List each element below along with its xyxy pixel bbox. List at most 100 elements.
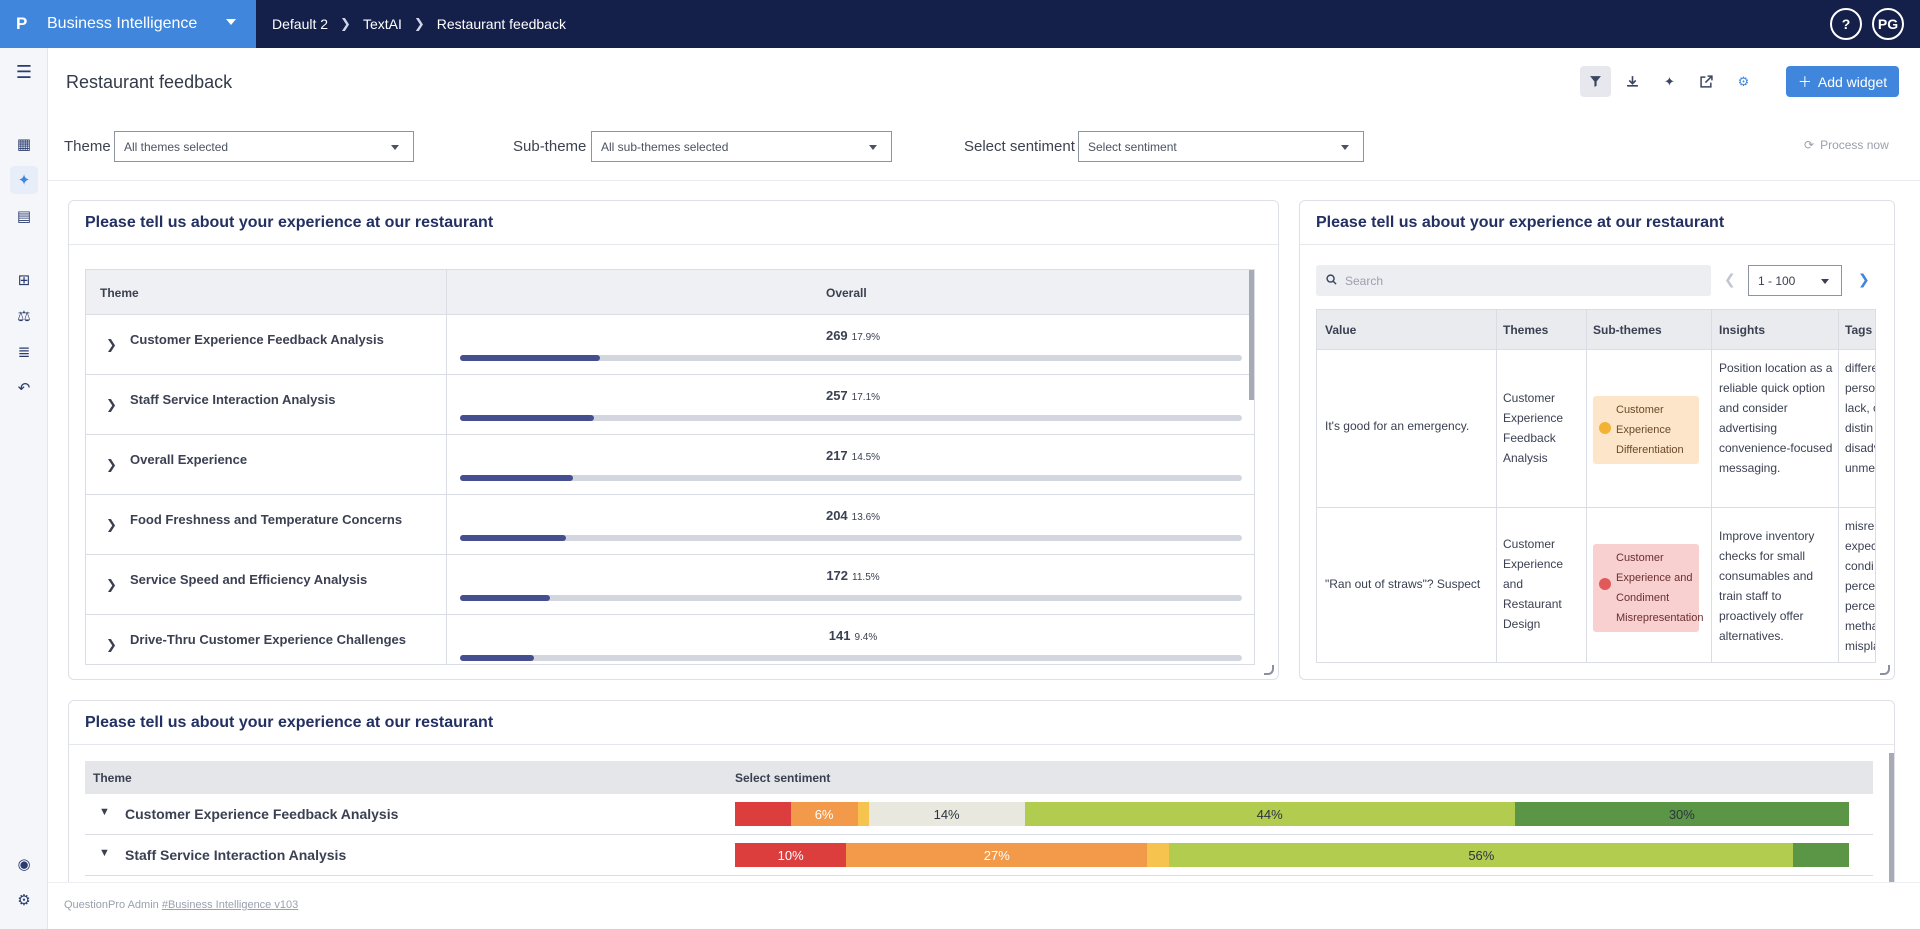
chevron-right-icon[interactable]: ❯ bbox=[106, 337, 117, 352]
sentiment-segment-positive[interactable]: 56% bbox=[1169, 843, 1794, 867]
compare-icon[interactable]: ⚖ bbox=[17, 308, 31, 325]
search-input[interactable]: Search bbox=[1316, 265, 1711, 296]
scrollbar[interactable] bbox=[1889, 753, 1894, 899]
sentiment-segment-very-positive[interactable] bbox=[1793, 843, 1849, 867]
response-theme: Customer Experience Feedback Analysis bbox=[1503, 391, 1564, 465]
chevron-right-icon[interactable]: ❯ bbox=[106, 457, 117, 472]
sentiment-bar: 6% 14% 44% 30% bbox=[735, 802, 1849, 826]
sentiment-segment-very-positive[interactable]: 30% bbox=[1514, 802, 1849, 826]
sentiment-segment-neutral[interactable]: 14% bbox=[868, 802, 1025, 826]
settings-icon[interactable]: ⚙ bbox=[17, 892, 31, 909]
widget-title: Please tell us about your experience at … bbox=[85, 214, 494, 231]
chevron-down-icon[interactable]: ▼ bbox=[99, 806, 110, 818]
breadcrumb-item[interactable]: Default 2 bbox=[272, 16, 329, 32]
report-icon[interactable]: ▤ bbox=[16, 208, 32, 225]
theme-select[interactable]: All themes selected bbox=[114, 131, 414, 162]
column-divider bbox=[1838, 310, 1839, 662]
percent-value: 9.4% bbox=[854, 632, 878, 643]
dashboard-icon[interactable]: ▦ bbox=[16, 136, 32, 153]
list-icon[interactable]: ≣ bbox=[17, 344, 31, 361]
table-row[interactable]: "Ran out of straws"? Suspect Customer Ex… bbox=[1317, 507, 1875, 662]
page-title: Restaurant feedback bbox=[66, 72, 233, 92]
sentiment-segment-very-negative[interactable]: 10% bbox=[735, 843, 847, 867]
chevron-down-icon bbox=[869, 145, 877, 150]
column-divider bbox=[446, 270, 447, 664]
chevron-right-icon: ❯ bbox=[413, 16, 425, 31]
chevron-right-icon[interactable]: ❯ bbox=[106, 397, 117, 412]
table-row[interactable]: ▼ Staff Service Interaction Analysis 10% 27… bbox=[85, 835, 1873, 876]
text-ai-icon[interactable]: ✦ bbox=[10, 166, 38, 194]
theme-count: 172 11.5% bbox=[458, 568, 1248, 583]
column-header-subthemes: Sub-themes bbox=[1593, 323, 1662, 337]
account-icon[interactable]: ◉ bbox=[17, 856, 31, 873]
product-switcher[interactable]: P Business Intelligence bbox=[0, 0, 256, 48]
column-header-theme: Theme bbox=[93, 771, 132, 785]
scrollbar[interactable] bbox=[1249, 270, 1254, 400]
sentiment-select[interactable]: Select sentiment bbox=[1078, 131, 1364, 162]
menu-icon[interactable]: ☰ bbox=[15, 61, 33, 82]
subtheme-tag[interactable]: Customer Experience and Condiment Misrep… bbox=[1593, 544, 1703, 632]
table-row[interactable]: ❯ Staff Service Interaction Analysis 257 17… bbox=[86, 375, 1254, 435]
sentiment-filter-label: Select sentiment bbox=[964, 138, 1075, 155]
table-row[interactable]: ❯ Food Freshness and Temperature Concerns… bbox=[86, 495, 1254, 555]
response-insight: Improve inventory checks for small consu… bbox=[1719, 529, 1815, 643]
help-button[interactable]: ? bbox=[1830, 8, 1862, 40]
subtheme-tag[interactable]: Customer Experience Differentiation bbox=[1593, 396, 1699, 464]
table-row[interactable]: It's good for an emergency. Customer Exp… bbox=[1317, 349, 1875, 507]
subtheme-select[interactable]: All sub-themes selected bbox=[591, 131, 892, 162]
sentiment-segment-neutral-warn[interactable] bbox=[1147, 843, 1170, 867]
back-icon[interactable]: ↶ bbox=[17, 380, 31, 397]
sentiment-segment-very-negative[interactable] bbox=[735, 802, 791, 826]
percent-value: 17.1% bbox=[851, 392, 881, 403]
gear-icon[interactable]: ⚙ bbox=[1737, 73, 1750, 89]
breadcrumb-current: Restaurant feedback bbox=[436, 16, 566, 32]
table-row[interactable]: ▼ Customer Experience Feedback Analysis 6%… bbox=[85, 794, 1873, 835]
column-header-themes: Themes bbox=[1503, 323, 1549, 337]
widget-title: Please tell us about your experience at … bbox=[1316, 214, 1725, 231]
chevron-down-icon bbox=[1341, 145, 1349, 150]
count-value: 257 bbox=[825, 388, 848, 403]
theme-count: 269 17.9% bbox=[458, 328, 1248, 343]
table-row[interactable]: ❯ Drive-Thru Customer Experience Challeng… bbox=[86, 615, 1254, 664]
column-header-insights: Insights bbox=[1719, 323, 1766, 337]
version-link[interactable]: #Business Intelligence v103 bbox=[161, 899, 299, 911]
breadcrumb-item[interactable]: TextAI bbox=[362, 16, 402, 32]
theme-label: Food Freshness and Temperature Concerns bbox=[130, 512, 403, 527]
share-icon[interactable] bbox=[1691, 66, 1722, 97]
theme-count: 217 14.5% bbox=[458, 448, 1248, 463]
progress-fill bbox=[460, 595, 550, 601]
resize-handle[interactable] bbox=[1880, 665, 1890, 675]
negative-sentiment-icon bbox=[1599, 578, 1611, 590]
sentiment-segment-neutral-warn[interactable] bbox=[857, 802, 869, 826]
chevron-left-icon[interactable]: ❮ bbox=[1724, 271, 1736, 287]
table-row[interactable]: ❯ Overall Experience 217 14.5% bbox=[86, 435, 1254, 495]
process-now-button[interactable]: ⟳ Process now bbox=[1804, 138, 1889, 152]
page-range-select[interactable]: 1 - 100 bbox=[1748, 265, 1842, 296]
theme-overview-widget: Please tell us about your experience at … bbox=[68, 200, 1279, 680]
download-icon[interactable] bbox=[1617, 66, 1648, 97]
filter-icon[interactable] bbox=[1580, 66, 1611, 97]
refresh-icon: ⟳ bbox=[1804, 138, 1815, 152]
table-row[interactable]: ❯ Customer Experience Feedback Analysis 26… bbox=[86, 315, 1254, 375]
search-placeholder: Search bbox=[1345, 273, 1384, 288]
sentiment-segment-negative[interactable]: 27% bbox=[846, 843, 1148, 867]
chevron-right-icon[interactable]: ❯ bbox=[106, 577, 117, 592]
user-avatar-button[interactable]: PG bbox=[1872, 8, 1904, 40]
sentiment-segment-positive[interactable]: 44% bbox=[1024, 802, 1515, 826]
chevron-right-icon[interactable]: ❯ bbox=[106, 517, 117, 532]
resize-handle[interactable] bbox=[1264, 665, 1274, 675]
table-row[interactable]: ❯ Service Speed and Efficiency Analysis 17… bbox=[86, 555, 1254, 615]
chevron-down-icon[interactable]: ▼ bbox=[99, 847, 110, 859]
chevron-right-icon[interactable]: ❯ bbox=[1858, 271, 1870, 287]
responses-table: Value Themes Sub-themes Insights Tags It… bbox=[1316, 309, 1876, 663]
add-widget-button[interactable]: ＋ Add widget bbox=[1786, 66, 1899, 97]
progress-track bbox=[460, 535, 1242, 541]
data-sources-icon[interactable]: ⊞ bbox=[17, 272, 31, 289]
ai-sparkle-icon[interactable]: ✦ bbox=[1664, 73, 1675, 89]
progress-fill bbox=[460, 415, 594, 421]
column-divider bbox=[1586, 310, 1587, 662]
theme-filter-label: Theme bbox=[64, 138, 111, 155]
chevron-right-icon[interactable]: ❯ bbox=[106, 637, 117, 652]
sentiment-segment-negative[interactable]: 6% bbox=[790, 802, 858, 826]
column-header-theme: Theme bbox=[100, 286, 139, 300]
